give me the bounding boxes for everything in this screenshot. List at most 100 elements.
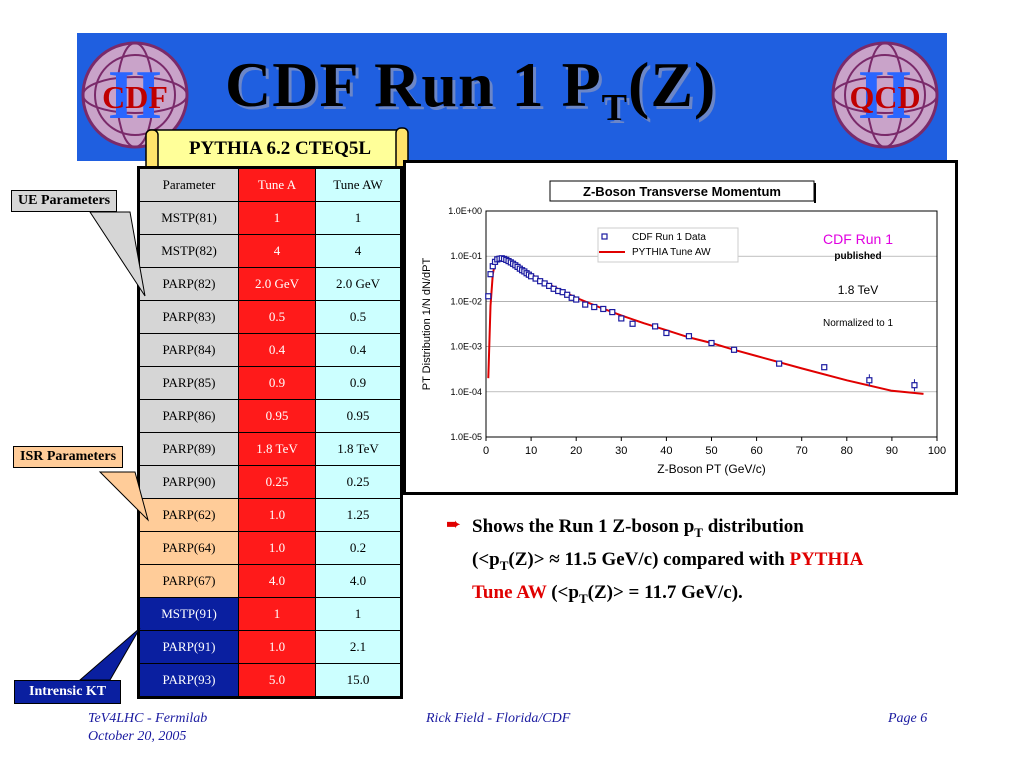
bullet-line-1: Shows the Run 1 Z-boson pT distribution [448,513,968,546]
table-row: PARP(83) 0.5 0.5 [138,300,402,334]
table-cell-name: MSTP(81) [138,201,239,235]
table-cell-aw: 15.0 [315,663,402,698]
table-cell-name: PARP(64) [138,531,239,565]
x-tick-label: 80 [841,445,853,457]
x-tick-label: 70 [796,445,808,457]
bullet-line1-pre: Shows the Run 1 Z-boson p [472,516,695,537]
pt-chart: 1.0E+00 1.0E-01 1.0E-02 1.0E-03 1.0E-04 1.0E-… [421,180,946,476]
table-cell-name: PARP(90) [138,465,239,499]
data-point [663,329,670,337]
table-cell-a: 0.4 [238,333,316,367]
table-cell-name: PARP(82) [138,267,239,301]
table-cell-a: 0.25 [238,465,316,499]
table-cell-name: PARP(86) [138,399,239,433]
qcd-logo: II QCD [831,41,939,149]
logo-text-right: QCD [849,79,920,115]
table-cell-aw: 0.9 [315,366,402,400]
table-cell-a: 1.0 [238,630,316,664]
table-row: PARP(86) 0.95 0.95 [138,399,402,433]
parameter-table: Parameter Tune A Tune AW MSTP(81) 1 1 MSTP(82)… [137,166,403,699]
table-row: PARP(62) 1.0 1.25 [138,498,402,532]
data-point [600,305,607,313]
table-row: MSTP(81) 1 1 [138,201,402,235]
x-tick-label: 100 [928,445,946,457]
footer-center: Rick Field - Florida/CDF [426,711,571,726]
legend-marker-data [601,233,608,240]
bullet-line3-post: (Z)> = 11.7 GeV/c). [587,581,743,603]
table-cell-a: 1 [238,201,316,235]
scroll-label: PYTHIA 6.2 CTEQ5L [188,138,372,159]
table-cell-aw: 0.4 [315,333,402,367]
x-tick-label: 10 [525,445,537,457]
data-point [573,296,580,303]
table-cell-name: PARP(91) [138,630,239,664]
title-main: CDF Run 1 P [225,49,602,120]
chart-title: Z-Boson Transverse Momentum [583,184,781,199]
data-point [652,323,659,330]
legend-label-pythia: PYTHIA Tune AW [632,247,711,258]
data-point [776,360,783,367]
table-row: PARP(64) 1.0 0.2 [138,531,402,565]
y-tick-label: 1.0E-01 [450,251,482,261]
table-header-cell: Tune A [238,167,316,202]
annotation-cdf-run1: CDF Run 1 [823,231,893,247]
table-cell-name: PARP(85) [138,366,239,400]
table-row: PARP(90) 0.25 0.25 [138,465,402,499]
logo-roman-right: II [858,57,912,134]
bullet-line1-sub: T [694,524,703,540]
cdf-logo: II CDF [81,41,189,149]
legend-label-data: CDF Run 1 Data [632,232,706,243]
table-row: PARP(85) 0.9 0.9 [138,366,402,400]
data-point [708,339,715,347]
title-tail: (Z) [628,49,717,120]
y-tick-label: 1.0E-03 [450,342,482,352]
table-cell-aw: 0.25 [315,465,402,499]
bullet-line2-sub: T [499,557,509,573]
table-row: PARP(67) 4.0 4.0 [138,564,402,598]
table-row: MSTP(91) 1 1 [138,597,402,631]
y-tick-label: 1.0E-02 [450,296,482,306]
logo-roman-left: II [108,57,162,134]
table-cell-name: PARP(84) [138,333,239,367]
table-cell-a: 4.0 [238,564,316,598]
table-cell-aw: 1.25 [315,498,402,532]
y-tick-label: 1.0E-05 [450,432,482,442]
table-cell-name: PARP(89) [138,432,239,466]
bullet-line3-sub: T [578,590,588,606]
table-row: PARP(84) 0.4 0.4 [138,333,402,367]
table-cell-name: PARP(67) [138,564,239,598]
bullet-line1-post: distribution [702,516,804,537]
legend-box [597,227,739,263]
data-point [487,271,494,278]
logo-text-left: CDF [102,79,168,115]
table-cell-name: MSTP(82) [138,234,239,268]
slide-title: CDF Run 1 PT(Z) [225,48,716,130]
data-point [591,303,598,311]
data-point [821,364,828,371]
table-header-cell: Tune AW [315,167,402,202]
data-point [629,320,636,327]
x-tick-label: 90 [886,445,898,457]
table-cell-aw: 0.95 [315,399,402,433]
x-tick-label: 30 [615,445,627,457]
y-tick-label: 1.0E-04 [450,387,482,397]
data-point [730,346,738,353]
footer-page: Page 6 [888,711,928,726]
bullet-line-2: (<pT(Z)> ≈ 11.5 GeV/c) compared with PYT… [448,546,968,579]
table-row: PARP(82) 2.0 GeV 2.0 GeV [138,267,402,301]
data-point [485,293,492,300]
table-cell-aw: 1 [315,597,402,631]
isr-callout: ISR Parameters [13,446,124,468]
x-tick-label: 40 [660,445,672,457]
bullet-line2-pre: (<p [472,548,500,570]
table-cell-name: PARP(83) [138,300,239,334]
data-point [618,315,625,322]
table-cell-aw: 2.0 GeV [315,267,402,301]
bullet-line3-pre: (<p [546,581,579,603]
data-point [685,333,693,340]
data-point [582,301,589,308]
table-cell-a: 0.95 [238,399,316,433]
bullet-line-3: Tune AW (<pT(Z)> = 11.7 GeV/c). [448,579,968,612]
y-axis-label: PT Distribution 1/N dN/dPT [421,257,433,390]
table-cell-aw: 4.0 [315,564,402,598]
